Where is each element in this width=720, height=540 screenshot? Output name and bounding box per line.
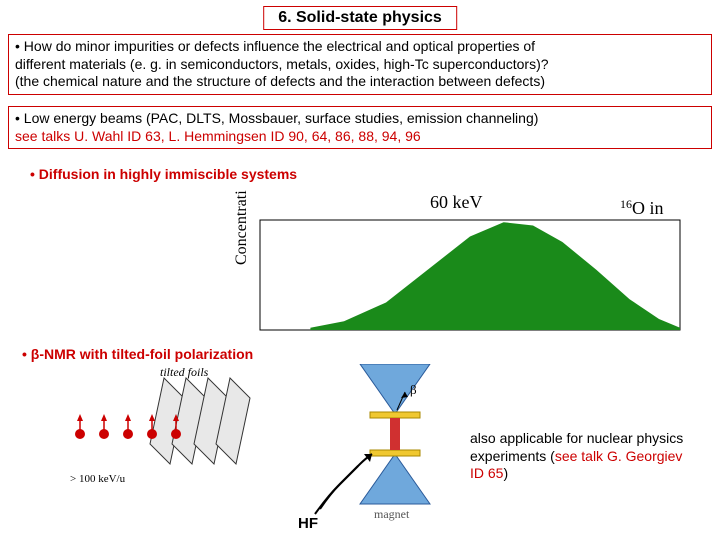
low-energy-beams-box: • Low energy beams (PAC, DLTS, Mossbauer… [8, 106, 712, 149]
nmr-diagram: tilted foils > 100 keV/u β magnet HF [70, 364, 460, 534]
bullet-diffusion: • Diffusion in highly immiscible systems [30, 166, 297, 182]
also-black2: ) [503, 465, 508, 481]
box1-line1: • How do minor impurities or defects inf… [15, 38, 705, 56]
tilted-foils-label: tilted foils [160, 365, 209, 379]
concentration-chart: Concentration 60 keV 16O in [230, 190, 690, 340]
ion [99, 414, 109, 439]
box1-line2: different materials (e. g. in semiconduc… [15, 56, 705, 74]
box2-line1: • Low energy beams (PAC, DLTS, Mossbauer… [15, 110, 705, 128]
tilted-foils [150, 378, 250, 464]
bullet-bnmr: • β-NMR with tilted-foil polarization [22, 346, 253, 362]
bar-top [370, 412, 420, 418]
box1-line3: (the chemical nature and the structure o… [15, 73, 705, 91]
sample [390, 418, 400, 450]
also-applicable-text: also applicable for nuclear physics expe… [470, 430, 690, 483]
chart-isotope-label: 16O in [620, 197, 664, 218]
cone-bottom [360, 454, 430, 504]
section-title: 6. Solid-state physics [263, 6, 457, 30]
hf-arrow: HF [298, 454, 372, 532]
ion [75, 414, 85, 439]
beam-energy-label: > 100 keV/u [70, 473, 126, 485]
chart-ylabel: Concentration [233, 190, 250, 265]
bar-bottom [370, 450, 420, 456]
ion [123, 414, 133, 439]
beta-label: β [410, 382, 417, 397]
impurities-question-box: • How do minor impurities or defects inf… [8, 34, 712, 95]
title-text: 6. Solid-state physics [278, 9, 442, 26]
cone-top [360, 364, 430, 414]
magnet-label: magnet [374, 507, 410, 521]
magnet-assembly: β magnet [360, 364, 430, 521]
chart-energy-label: 60 keV [430, 192, 483, 212]
hf-label: HF [298, 515, 318, 532]
box2-line2: see talks U. Wahl ID 63, L. Hemmingsen I… [15, 128, 705, 146]
